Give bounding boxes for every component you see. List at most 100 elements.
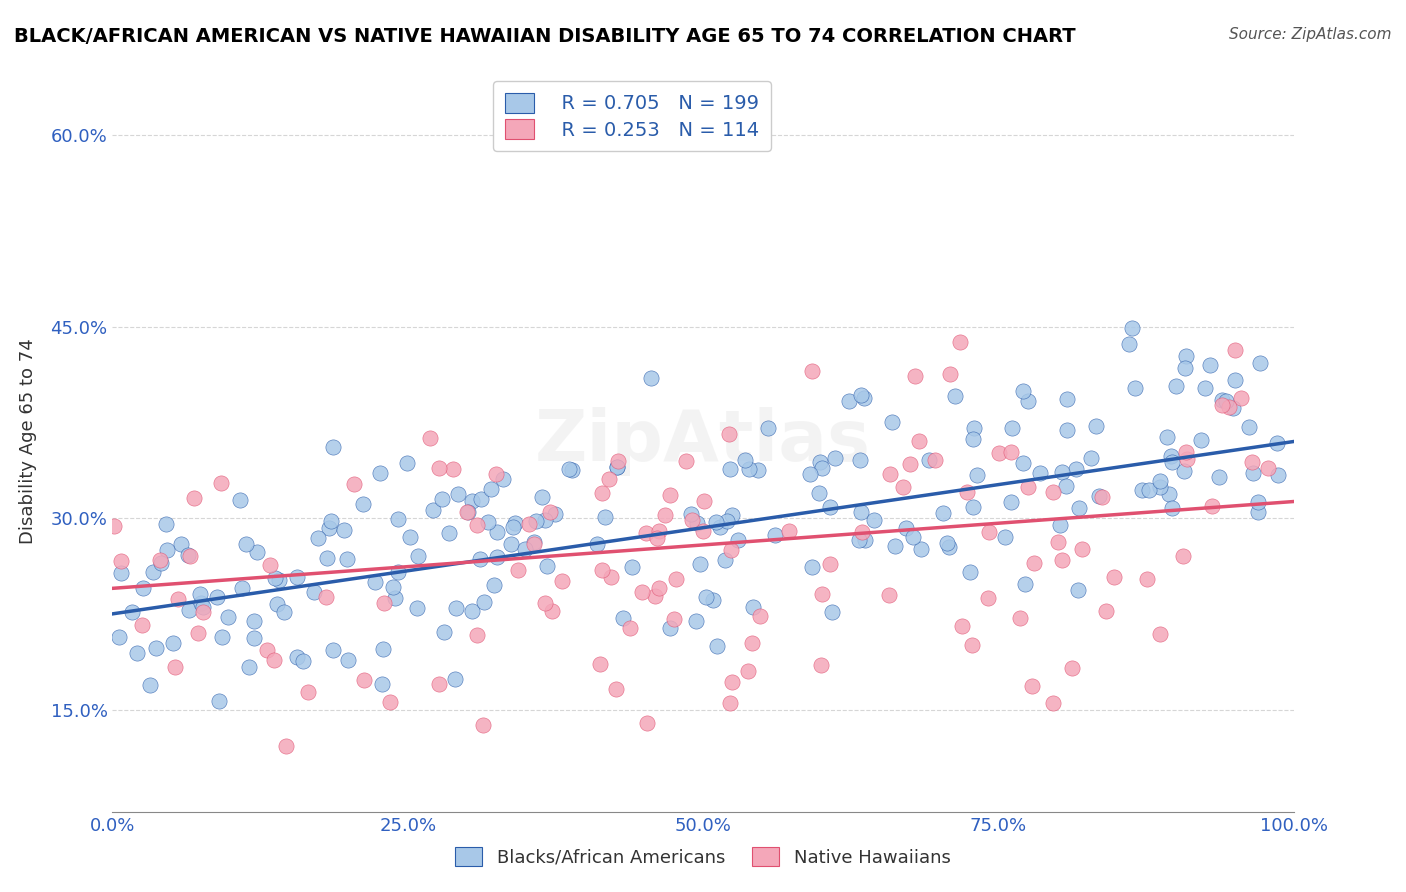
Point xyxy=(427,677,450,691)
Point xyxy=(315,590,337,604)
Point xyxy=(630,585,652,599)
Point xyxy=(1199,358,1222,372)
Point xyxy=(145,641,167,656)
Point xyxy=(193,599,215,614)
Point xyxy=(749,609,772,624)
Point xyxy=(544,507,567,521)
Point xyxy=(636,716,658,731)
Point xyxy=(598,472,620,486)
Point xyxy=(231,581,253,595)
Point xyxy=(963,421,986,435)
Point xyxy=(285,649,308,664)
Point xyxy=(433,624,456,639)
Point xyxy=(259,558,281,573)
Point xyxy=(1125,382,1147,396)
Point xyxy=(1012,456,1035,470)
Point xyxy=(1267,467,1289,482)
Point xyxy=(938,540,960,554)
Point xyxy=(285,570,308,584)
Point xyxy=(371,641,394,656)
Point xyxy=(211,630,233,644)
Point xyxy=(936,536,959,550)
Point xyxy=(536,559,558,574)
Point xyxy=(901,530,924,544)
Point xyxy=(1121,321,1143,335)
Point xyxy=(950,619,973,633)
Point xyxy=(679,508,702,522)
Point xyxy=(1247,505,1270,519)
Point xyxy=(818,500,841,514)
Point xyxy=(364,574,387,589)
Point xyxy=(763,528,786,542)
Point xyxy=(1022,556,1045,570)
Point xyxy=(149,556,172,570)
Point xyxy=(446,487,468,501)
Point xyxy=(485,467,508,482)
Point xyxy=(1091,490,1114,504)
Point xyxy=(131,581,153,595)
Point xyxy=(1118,337,1140,351)
Point xyxy=(322,440,344,454)
Point xyxy=(645,531,668,545)
Point xyxy=(821,605,844,619)
Point xyxy=(188,587,211,601)
Point xyxy=(291,654,314,668)
Point xyxy=(1149,479,1171,493)
Point xyxy=(162,636,184,650)
Point xyxy=(443,672,465,686)
Point xyxy=(884,539,907,553)
Point xyxy=(302,585,325,599)
Point xyxy=(709,520,731,534)
Point xyxy=(1066,582,1088,597)
Point xyxy=(962,433,984,447)
Point xyxy=(276,739,298,754)
Point xyxy=(908,434,931,449)
Point xyxy=(720,674,742,689)
Point xyxy=(176,549,198,563)
Text: ZipAtlas: ZipAtlas xyxy=(536,407,870,476)
Point xyxy=(1249,356,1271,370)
Point xyxy=(1175,349,1198,363)
Point xyxy=(336,552,359,566)
Point xyxy=(1067,501,1090,516)
Point xyxy=(263,653,285,667)
Point xyxy=(1222,401,1244,415)
Point xyxy=(891,480,914,494)
Point xyxy=(654,508,676,523)
Point xyxy=(1211,398,1233,412)
Point xyxy=(849,388,872,402)
Point xyxy=(1241,455,1264,469)
Point xyxy=(337,653,360,667)
Point xyxy=(904,368,927,383)
Point xyxy=(368,466,391,480)
Point xyxy=(1257,461,1279,475)
Point xyxy=(1175,451,1198,466)
Point xyxy=(962,500,984,515)
Point xyxy=(1265,436,1288,450)
Point xyxy=(718,696,741,710)
Point xyxy=(1161,455,1184,469)
Point xyxy=(1237,420,1260,434)
Point xyxy=(664,612,686,626)
Point xyxy=(849,505,872,519)
Point xyxy=(307,531,329,545)
Point xyxy=(524,514,547,528)
Point xyxy=(924,453,946,467)
Point xyxy=(156,542,179,557)
Point xyxy=(465,517,488,532)
Point xyxy=(737,664,759,678)
Point xyxy=(738,461,761,475)
Point xyxy=(217,609,239,624)
Point xyxy=(167,591,190,606)
Point xyxy=(243,614,266,628)
Point xyxy=(1084,419,1107,434)
Point xyxy=(932,506,955,520)
Point xyxy=(437,526,460,541)
Point xyxy=(1014,576,1036,591)
Point xyxy=(1104,570,1126,584)
Point xyxy=(373,596,395,610)
Point xyxy=(1156,430,1178,444)
Point xyxy=(170,536,193,550)
Point xyxy=(256,642,278,657)
Point xyxy=(742,599,765,614)
